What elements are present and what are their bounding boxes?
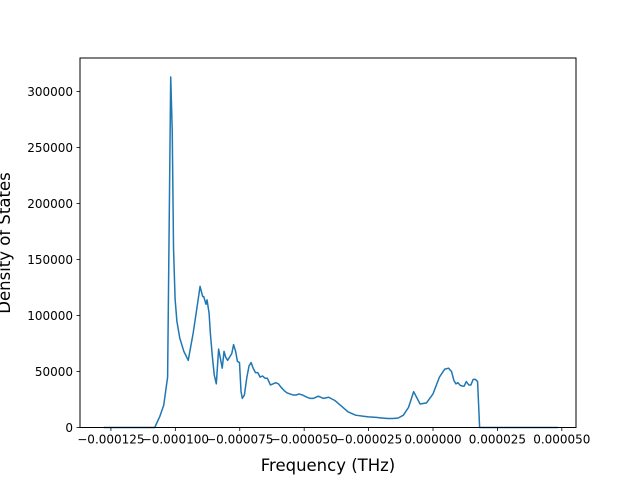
x-axis: −0.000125−0.000100−0.000075−0.000050−0.0… (77, 427, 590, 447)
y-tick-label: 0 (65, 421, 73, 435)
x-axis-label: Frequency (THz) (261, 456, 396, 475)
y-tick-label: 150000 (27, 253, 73, 267)
x-tick-label: −0.000100 (142, 433, 209, 447)
y-tick-label: 250000 (27, 141, 73, 155)
y-tick-label: 100000 (27, 309, 73, 323)
plot-area (80, 58, 576, 428)
dos-line (103, 76, 558, 429)
y-tick-label: 300000 (27, 85, 73, 99)
y-axis-label: Density of States (0, 172, 14, 313)
x-tick-label: 0.000050 (533, 433, 590, 447)
x-tick-label: −0.000050 (271, 433, 338, 447)
x-tick-label: −0.000025 (335, 433, 402, 447)
x-tick-label: 0.000000 (404, 433, 461, 447)
y-tick-label: 50000 (35, 365, 73, 379)
x-tick-label: 0.000025 (469, 433, 526, 447)
y-tick-label: 200000 (27, 197, 73, 211)
plot-frame (79, 57, 577, 428)
plot-content (103, 76, 558, 429)
y-axis: 0 50000 100000 150000 200000 250000 300000 (27, 85, 80, 435)
x-tick-label: −0.000125 (77, 433, 144, 447)
x-tick-label: −0.000075 (206, 433, 273, 447)
